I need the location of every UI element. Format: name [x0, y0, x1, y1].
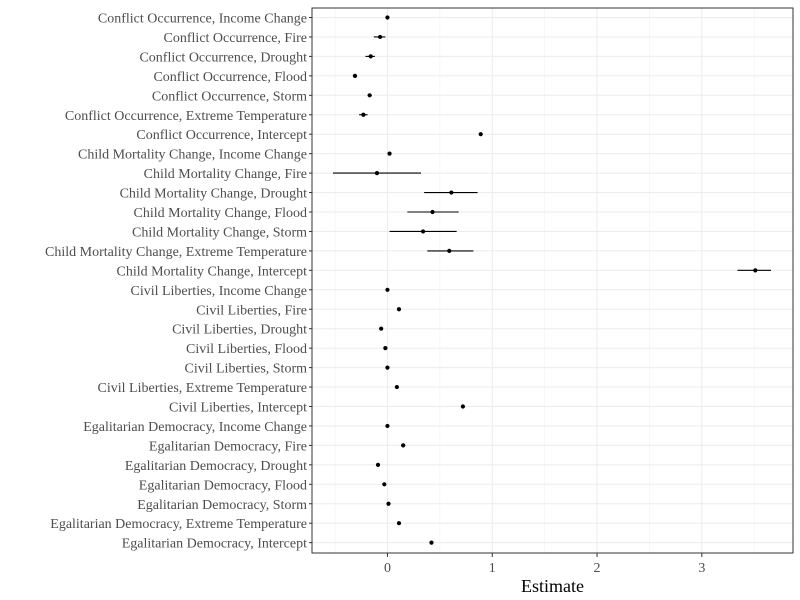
estimate-point: [378, 34, 383, 40]
estimate-point: [396, 307, 402, 312]
y-tick-label: Conflict Occurrence, Intercept: [136, 128, 307, 143]
estimate-point: [352, 73, 358, 78]
estimate-point: [379, 326, 384, 331]
y-tick-label: Egalitarian Democracy, Income Change: [83, 420, 307, 435]
estimate-point: [374, 171, 380, 176]
y-tick-label: Civil Liberties, Storm: [185, 362, 308, 377]
estimate-point: [447, 248, 452, 253]
x-tick-label: 2: [594, 561, 601, 576]
estimate-point: [385, 287, 390, 292]
estimate-point: [385, 15, 390, 20]
plot-panel: [312, 8, 793, 553]
y-tick-label: Child Mortality Change, Extreme Temperat…: [45, 245, 307, 260]
estimate-point: [385, 365, 390, 370]
x-axis-title: Estimate: [521, 576, 584, 596]
y-tick-label: Civil Liberties, Flood: [186, 342, 307, 357]
estimate-point: [385, 423, 390, 429]
estimate-point: [367, 93, 372, 98]
estimate-point: [430, 209, 435, 215]
plot-border: [311, 7, 794, 554]
y-tick-label: Conflict Occurrence, Storm: [152, 89, 307, 104]
estimate-point: [375, 462, 381, 467]
y-tick-label: Child Mortality Change, Storm: [132, 225, 307, 240]
estimate-point: [396, 521, 402, 526]
y-tick-label: Child Mortality Change, Intercept: [116, 264, 307, 279]
y-tick-label: Child Mortality Change, Flood: [134, 206, 307, 221]
x-axis: 0 1 2 3: [384, 553, 705, 576]
x-tick-label: 3: [698, 561, 705, 576]
y-tick-label: Child Mortality Change, Income Change: [78, 148, 307, 163]
y-tick-label: Egalitarian Democracy, Storm: [137, 498, 307, 513]
estimate-point: [361, 112, 366, 117]
y-tick-label: Conflict Occurrence, Extreme Temperature: [65, 109, 307, 124]
estimate-points: [352, 15, 758, 545]
estimate-point: [386, 501, 391, 506]
y-tick-label: Civil Liberties, Intercept: [169, 401, 307, 416]
y-tick-label: Egalitarian Democracy, Fire: [149, 439, 307, 454]
y-tick-label: Conflict Occurrence, Income Change: [98, 12, 307, 27]
estimate-point: [460, 404, 466, 409]
y-tick-label: Egalitarian Democracy, Drought: [125, 459, 307, 474]
estimate-point: [383, 346, 388, 351]
x-tick-label: 0: [384, 561, 391, 576]
y-axis: Conflict Occurrence, Income Change Confli…: [45, 12, 312, 552]
y-tick-label: Civil Liberties, Income Change: [130, 284, 307, 299]
y-tick-label: Civil Liberties, Fire: [196, 303, 307, 318]
y-tick-label: Civil Liberties, Extreme Temperature: [98, 381, 307, 396]
estimate-point: [420, 229, 426, 234]
y-tick-label: Conflict Occurrence, Flood: [153, 70, 307, 85]
estimate-point: [382, 482, 387, 487]
y-tick-label: Child Mortality Change, Fire: [144, 167, 307, 182]
y-tick-label: Egalitarian Democracy, Extreme Temperatu…: [50, 517, 307, 532]
estimate-point: [387, 151, 392, 156]
estimate-point: [368, 54, 373, 59]
y-tick-label: Civil Liberties, Drought: [172, 323, 307, 338]
estimate-point: [753, 268, 758, 273]
y-tick-label: Conflict Occurrence, Fire: [164, 31, 307, 46]
y-tick-label: Egalitarian Democracy, Intercept: [122, 537, 307, 552]
estimate-point: [394, 384, 399, 390]
estimate-point: [449, 190, 454, 195]
estimate-point: [478, 132, 483, 137]
y-tick-label: Conflict Occurrence, Drought: [139, 50, 307, 65]
y-tick-label: Egalitarian Democracy, Flood: [139, 478, 307, 493]
y-tick-label: Child Mortality Change, Drought: [120, 187, 308, 202]
estimate-point: [401, 443, 406, 448]
x-tick-label: 1: [489, 561, 496, 576]
grid-lines: [312, 8, 793, 553]
estimate-point: [429, 540, 434, 545]
